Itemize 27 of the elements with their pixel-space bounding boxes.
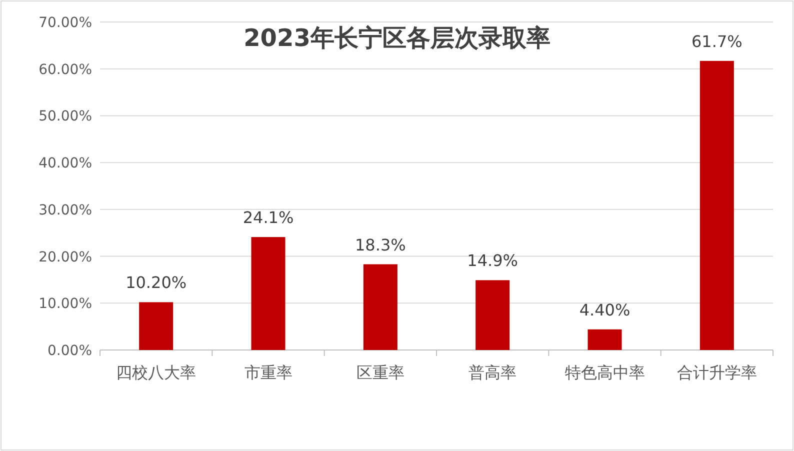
bar <box>363 264 398 350</box>
bar <box>476 280 510 350</box>
data-label: 61.7% <box>692 32 742 51</box>
bar <box>700 60 734 350</box>
y-tick-label: 20.00% <box>38 249 92 266</box>
y-tick-label: 30.00% <box>38 202 92 218</box>
data-label: 24.1% <box>242 208 294 228</box>
x-tick-label: 特色高中率 <box>564 363 645 382</box>
chart-title: 2023年长宁区各层次录取率 <box>244 24 550 52</box>
x-tick-label: 合计升学率 <box>676 363 757 382</box>
bar <box>251 237 286 350</box>
y-tick-label: 10.00% <box>38 296 92 312</box>
y-tick-label: 50.00% <box>38 108 92 125</box>
data-label: 18.3% <box>355 235 406 254</box>
y-tick-label: 40.00% <box>38 156 92 172</box>
x-tick-label: 区重率 <box>356 363 404 382</box>
x-tick-label: 四校八大率 <box>116 363 196 382</box>
bar <box>139 302 174 350</box>
data-label: 10.20% <box>126 273 187 292</box>
x-tick-label: 市重率 <box>244 363 292 382</box>
y-tick-label: 0.00% <box>48 343 92 359</box>
data-label: 14.9% <box>467 251 518 270</box>
x-tick-label: 普高率 <box>468 363 517 382</box>
y-tick-label: 70.00% <box>38 15 92 31</box>
data-label: 4.40% <box>579 300 630 320</box>
bar <box>588 329 622 350</box>
y-tick-label: 60.00% <box>38 62 92 78</box>
